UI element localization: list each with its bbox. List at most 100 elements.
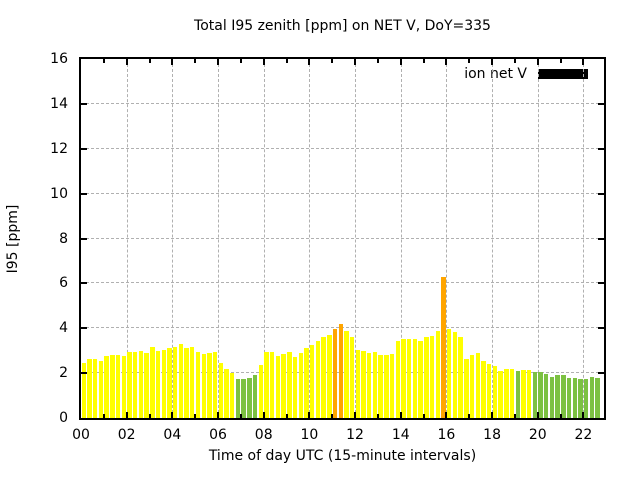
bar	[344, 330, 349, 418]
bar	[458, 337, 463, 418]
gridline-vertical	[218, 59, 220, 418]
bar	[252, 375, 258, 418]
bar	[578, 378, 583, 418]
bar	[247, 377, 252, 418]
x-tick-label: 06	[209, 427, 227, 443]
y-tick-mark	[598, 372, 604, 375]
bar	[532, 372, 538, 418]
x-minor-tick-mark	[559, 59, 562, 63]
x-minor-tick-mark	[513, 414, 516, 418]
bar	[110, 355, 115, 418]
bar	[452, 331, 458, 418]
bar	[584, 378, 589, 418]
bar	[144, 352, 149, 418]
y-tick-mark	[598, 327, 604, 330]
bar	[509, 368, 515, 418]
x-tick-mark	[262, 412, 265, 418]
x-minor-tick-mark	[468, 414, 471, 418]
y-tick-mark	[81, 372, 87, 375]
bar	[195, 351, 201, 418]
x-tick-label: 02	[117, 427, 136, 443]
bar	[447, 329, 452, 418]
x-tick-mark	[125, 59, 128, 65]
x-minor-tick-mark	[422, 59, 425, 63]
x-tick-mark	[536, 59, 539, 65]
y-tick-label: 16	[50, 51, 68, 67]
x-minor-tick-mark	[194, 59, 197, 63]
bar	[178, 343, 184, 418]
y-tick-label: 0	[59, 410, 68, 426]
bar	[298, 352, 303, 418]
bar	[207, 352, 212, 418]
gridline-vertical	[172, 59, 174, 418]
bar	[429, 336, 435, 418]
bar	[287, 351, 292, 418]
bar	[384, 355, 389, 418]
y-tick-mark	[81, 102, 87, 105]
legend-label: ion net V	[464, 66, 527, 82]
x-minor-tick-mark	[331, 414, 334, 418]
bar	[121, 356, 126, 418]
x-tick-mark	[536, 412, 539, 418]
x-tick-mark	[125, 412, 128, 418]
x-tick-label: 22	[574, 427, 593, 443]
y-tick-label: 8	[59, 230, 68, 247]
bar	[418, 340, 423, 418]
bar	[492, 366, 498, 418]
bar	[572, 377, 578, 418]
bar	[435, 330, 440, 418]
bar	[504, 368, 509, 418]
x-minor-tick-mark	[376, 414, 379, 418]
y-tick-mark	[81, 237, 87, 240]
x-tick-label: 20	[528, 427, 547, 443]
bar	[589, 376, 595, 418]
bar	[332, 329, 338, 418]
x-tick-label: 12	[346, 427, 364, 443]
x-minor-tick-mark	[148, 414, 151, 418]
x-tick-mark	[445, 59, 448, 65]
x-tick-label: 04	[163, 427, 182, 443]
x-tick-label: 18	[483, 427, 501, 443]
bar	[292, 357, 298, 418]
x-tick-mark	[308, 59, 311, 65]
bar	[481, 360, 486, 418]
y-tick-mark	[598, 282, 604, 285]
y-tick-mark	[81, 327, 87, 330]
x-axis-label: Time of day UTC (15-minute intervals)	[208, 448, 477, 464]
x-tick-mark	[262, 59, 265, 65]
bar	[161, 349, 166, 418]
bar	[190, 347, 195, 418]
bar	[367, 352, 372, 418]
bar	[395, 340, 401, 418]
x-tick-label: 16	[437, 427, 456, 443]
x-minor-tick-mark	[331, 59, 334, 63]
bar	[372, 351, 378, 418]
x-tick-mark	[491, 412, 494, 418]
plot-area: ion net V	[79, 57, 606, 420]
gridline-vertical	[263, 59, 265, 418]
bar	[275, 356, 281, 418]
gridline-horizontal	[81, 147, 604, 149]
x-tick-mark	[491, 59, 494, 65]
bar	[355, 349, 361, 418]
bar	[327, 334, 332, 418]
gridline-vertical	[492, 59, 494, 418]
bar	[498, 370, 503, 418]
bar	[349, 337, 355, 418]
x-tick-mark	[582, 412, 585, 418]
legend-swatch	[538, 69, 588, 79]
bar	[526, 369, 532, 418]
bar	[167, 348, 172, 418]
bar	[441, 276, 446, 418]
bar	[138, 350, 144, 418]
bar	[566, 377, 572, 418]
x-tick-label: 10	[300, 427, 319, 443]
x-minor-tick-mark	[102, 59, 105, 63]
x-tick-mark	[399, 412, 402, 418]
bar	[321, 337, 326, 418]
bar	[378, 355, 383, 418]
x-minor-tick-mark	[148, 59, 151, 63]
bar	[241, 378, 246, 418]
bar	[270, 351, 275, 418]
bar	[127, 351, 132, 418]
